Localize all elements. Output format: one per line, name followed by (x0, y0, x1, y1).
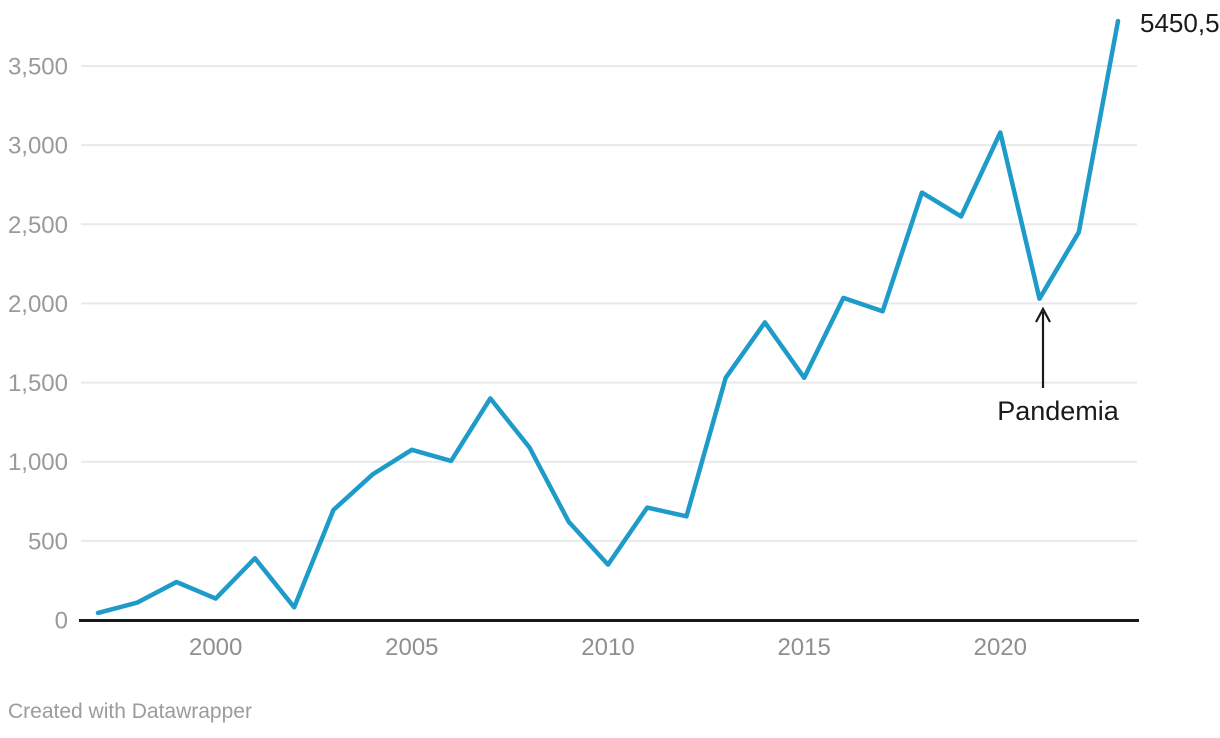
y-axis-tick-label: 2,500 (8, 212, 68, 239)
y-axis-tick-label: 3,000 (8, 133, 68, 160)
y-axis-tick-label: 1,000 (8, 449, 68, 476)
y-axis-tick-label: 2,000 (8, 291, 68, 318)
x-axis-tick-label: 2015 (777, 634, 830, 661)
x-axis-tick-label: 2005 (385, 634, 438, 661)
y-axis-tick-label: 1,500 (8, 370, 68, 397)
datawrapper-attribution: Created with Datawrapper (8, 700, 252, 723)
annotation-pandemia-label: Pandemia (997, 396, 1119, 426)
y-axis-tick-label: 500 (28, 528, 68, 555)
y-axis-tick-label: 0 (55, 608, 68, 635)
y-axis-tick-label: 3,500 (8, 53, 68, 80)
annotation-arrow-head (1035, 306, 1051, 323)
x-axis-tick-label: 2010 (581, 634, 634, 661)
data-series-line (95, 18, 1121, 616)
end-value-label: 5450,5 (1140, 8, 1220, 38)
x-axis-tick-label: 2000 (189, 634, 242, 661)
x-axis-tick-label: 2020 (974, 634, 1027, 661)
